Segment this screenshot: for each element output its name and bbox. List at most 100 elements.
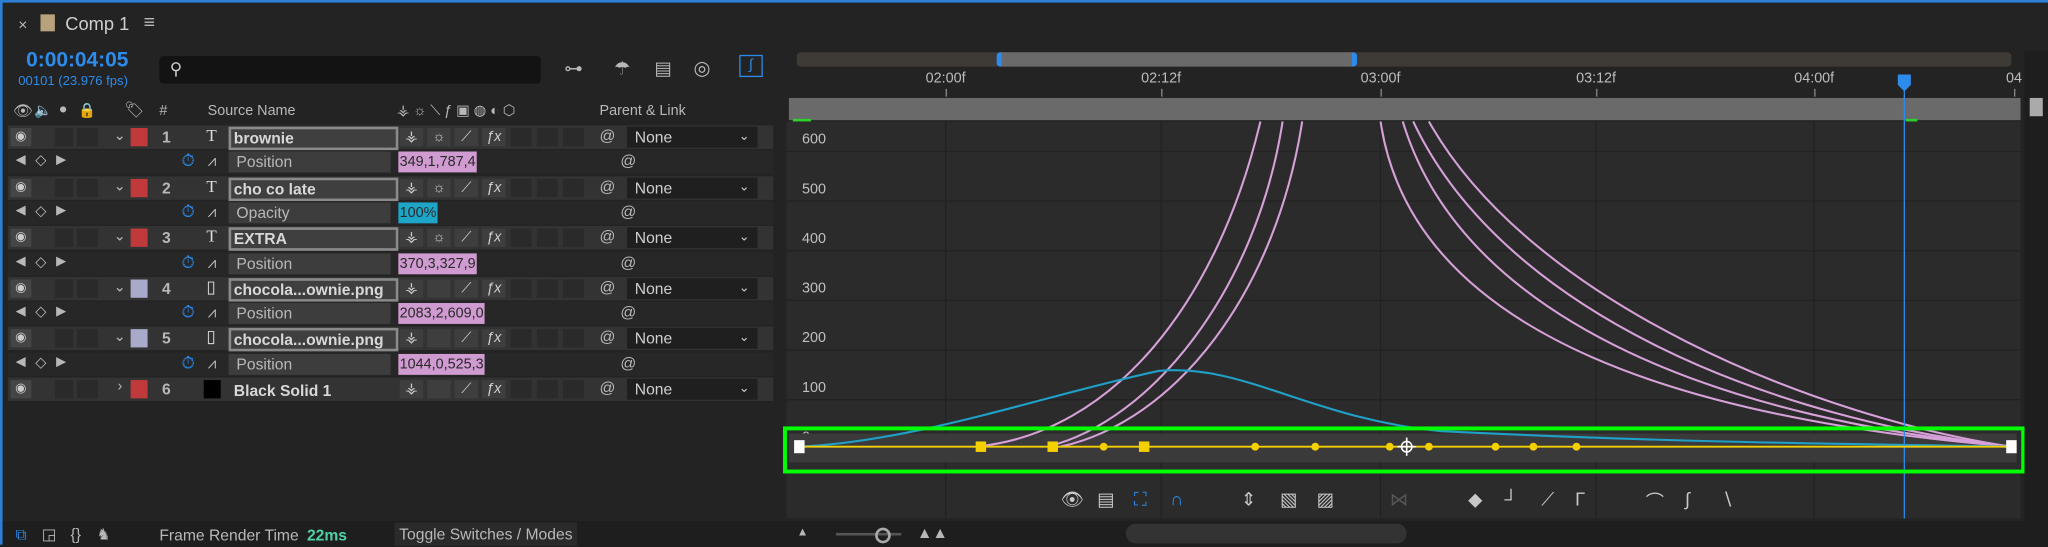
frame-blend-switch[interactable] <box>510 228 532 248</box>
solo-toggle[interactable] <box>54 127 74 147</box>
adjustment-switch[interactable] <box>562 127 584 147</box>
close-tab-button[interactable]: × <box>18 15 28 34</box>
shy-switch-icon[interactable]: ⚶ <box>399 329 424 348</box>
layer-name[interactable]: Black Solid 1 <box>233 381 332 400</box>
previous-keyframe-icon[interactable]: ◀ <box>15 153 26 168</box>
time-ruler[interactable]: 02:00f 02:12f 03:00f 03:12f 04:00f 04 <box>786 50 2022 122</box>
graph-include-icon[interactable]: ⩘ <box>207 353 217 372</box>
next-keyframe-icon[interactable]: ▶ <box>56 354 67 370</box>
zoom-out-icon[interactable]: ▲ <box>796 525 809 539</box>
adjustment-switch[interactable] <box>562 380 584 399</box>
fit-all-icon[interactable]: ▧ <box>1279 488 1298 510</box>
adjustment-switch[interactable] <box>562 279 584 298</box>
adjustment-switch[interactable] <box>562 329 584 348</box>
motion-blur-switch[interactable] <box>536 380 558 399</box>
add-keyframe-icon[interactable]: ◇ <box>35 203 47 220</box>
property-value[interactable]: 1044,0,525,3 <box>398 353 485 375</box>
layer-name[interactable]: chocola...ownie.png <box>228 277 399 302</box>
label-color[interactable] <box>130 127 148 147</box>
next-keyframe-icon[interactable]: ▶ <box>56 203 67 218</box>
property-row[interactable]: ◀ ◇ ▶ ⏱ ⩘ Opacity 100% @ <box>7 200 774 225</box>
motion-blur-icon[interactable]: ◎ <box>693 57 711 80</box>
effects-icon[interactable]: ƒx <box>481 178 506 197</box>
zoom-slider-handle[interactable] <box>875 527 891 544</box>
transform-box-icon[interactable]: ⛶ <box>1133 488 1147 510</box>
pick-whip-icon[interactable]: @ <box>620 202 637 221</box>
layer-name[interactable]: cho co late <box>228 177 399 201</box>
visibility-eye-icon[interactable]: ◉ <box>10 380 32 399</box>
graph-include-icon[interactable]: ⩘ <box>207 252 217 272</box>
continuous-rasterize-icon[interactable] <box>427 380 451 399</box>
chevron-down-icon[interactable]: ⌄ <box>113 178 126 195</box>
add-keyframe-icon[interactable]: ◇ <box>35 153 47 169</box>
horizontal-scrollbar[interactable] <box>1125 523 1407 544</box>
continuous-rasterize-icon[interactable] <box>427 329 451 348</box>
layer-row[interactable]: ◉ ⌄ 3 T EXTRA ⚶ ☼ ⟋ ƒx @ None ⌄ <box>7 226 774 252</box>
pick-whip-icon[interactable]: @ <box>620 353 637 372</box>
label-color[interactable] <box>130 279 148 298</box>
parent-dropdown[interactable]: None ⌄ <box>626 126 758 148</box>
parent-dropdown[interactable]: None ⌄ <box>626 277 758 299</box>
work-area-bar[interactable] <box>788 97 2021 121</box>
next-keyframe-icon[interactable]: ▶ <box>56 304 67 319</box>
lock-toggle[interactable] <box>77 380 98 399</box>
visibility-eye-icon[interactable]: ◉ <box>10 178 32 197</box>
solo-toggle[interactable] <box>54 279 74 298</box>
motion-blur-switch[interactable] <box>536 329 558 348</box>
lock-icon[interactable]: 🔒 <box>78 103 97 119</box>
label-color[interactable] <box>130 178 148 197</box>
stopwatch-icon[interactable]: ⏱ <box>181 150 195 171</box>
effects-icon[interactable]: ƒx <box>481 127 506 147</box>
pick-whip-icon[interactable]: @ <box>599 227 616 246</box>
graph-include-icon[interactable]: ⩘ <box>207 303 217 322</box>
layer-search-input[interactable]: ⚲ <box>159 56 541 84</box>
transfer-controls-icon[interactable]: ◲ <box>41 525 57 544</box>
solo-icon[interactable]: ● <box>58 101 68 118</box>
continuous-rasterize-icon[interactable]: ☼ <box>427 228 451 248</box>
layer-row[interactable]: ◉ › 6 Black Solid 1 ⚶ ⟋ ƒx @ None ⌄ <box>7 377 774 401</box>
lock-toggle[interactable] <box>77 329 98 348</box>
frame-blend-switch[interactable] <box>510 127 532 147</box>
shy-layers-icon[interactable]: ☂ <box>613 57 631 79</box>
column-parent-link[interactable]: Parent & Link <box>599 103 686 119</box>
composition-flowchart-icon[interactable]: ⊶ <box>564 57 583 79</box>
graph-include-icon[interactable]: ⩘ <box>207 151 217 171</box>
pick-whip-icon[interactable]: @ <box>599 126 616 145</box>
add-keyframe-icon[interactable]: ◇ <box>35 304 47 321</box>
stopwatch-icon[interactable]: ⏱ <box>181 352 195 372</box>
adjustment-switch[interactable] <box>562 178 584 197</box>
continuous-rasterize-icon[interactable]: ☼ <box>427 178 451 197</box>
chevron-down-icon[interactable]: ⌄ <box>113 279 126 295</box>
lock-toggle[interactable] <box>77 279 98 298</box>
frame-blend-switch[interactable] <box>510 380 532 399</box>
quality-icon[interactable]: ⟋ <box>454 127 479 147</box>
layer-name[interactable]: chocola...ownie.png <box>228 328 399 352</box>
shy-switch-icon[interactable]: ⚶ <box>399 380 424 399</box>
next-keyframe-icon[interactable]: ▶ <box>56 254 67 269</box>
property-row[interactable]: ◀ ◇ ▶ ⏱ ⩘ Position 349,1,787,4 @ <box>7 150 774 175</box>
frame-blending-icon[interactable]: ▤ <box>654 57 672 79</box>
layer-row[interactable]: ◉ ⌄ 5 ▯ chocola...ownie.png ⚶ ⟋ ƒx @ Non… <box>7 327 774 352</box>
graph-options-icon[interactable]: ▤ <box>1097 488 1115 510</box>
parent-dropdown[interactable]: None ⌄ <box>626 328 758 350</box>
adjustment-switch[interactable] <box>562 228 584 248</box>
column-number[interactable]: # <box>159 103 168 119</box>
easy-ease-in-icon[interactable]: ∫ <box>1684 488 1690 510</box>
solo-toggle[interactable] <box>54 178 74 197</box>
motion-blur-switch[interactable] <box>536 127 558 147</box>
pick-whip-icon[interactable]: @ <box>620 151 637 171</box>
pick-whip-icon[interactable]: @ <box>599 328 616 347</box>
motion-blur-switch[interactable] <box>536 178 558 197</box>
pick-whip-icon[interactable]: @ <box>599 378 616 398</box>
zoom-in-icon[interactable]: ▲▲ <box>916 523 948 543</box>
visibility-eye-icon[interactable]: ◉ <box>10 127 32 147</box>
tab-comp-1[interactable]: Comp 1 <box>65 13 130 34</box>
frame-blend-switch[interactable] <box>510 329 532 348</box>
toggle-switches-modes-button[interactable]: Toggle Switches / Modes <box>394 522 578 546</box>
easy-ease-out-icon[interactable]: ∖ <box>1721 488 1734 510</box>
property-row[interactable]: ◀ ◇ ▶ ⏱ ⩘ Position 2083,2,609,0 @ <box>7 301 774 326</box>
lock-toggle[interactable] <box>77 228 98 248</box>
parent-dropdown[interactable]: None ⌄ <box>626 227 758 249</box>
previous-keyframe-icon[interactable]: ◀ <box>15 354 26 370</box>
render-time-icon[interactable]: ♞ <box>96 525 111 544</box>
